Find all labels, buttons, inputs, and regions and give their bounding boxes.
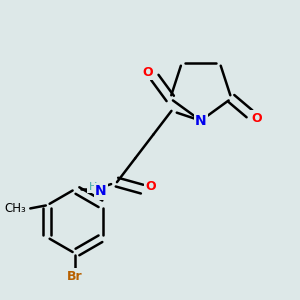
Text: N: N [95,184,107,198]
Text: H: H [88,182,97,192]
Text: Br: Br [67,270,83,283]
Text: O: O [142,66,153,79]
Text: CH₃: CH₃ [4,202,26,215]
Text: N: N [195,114,207,128]
Text: O: O [145,180,156,193]
Text: O: O [251,112,262,124]
